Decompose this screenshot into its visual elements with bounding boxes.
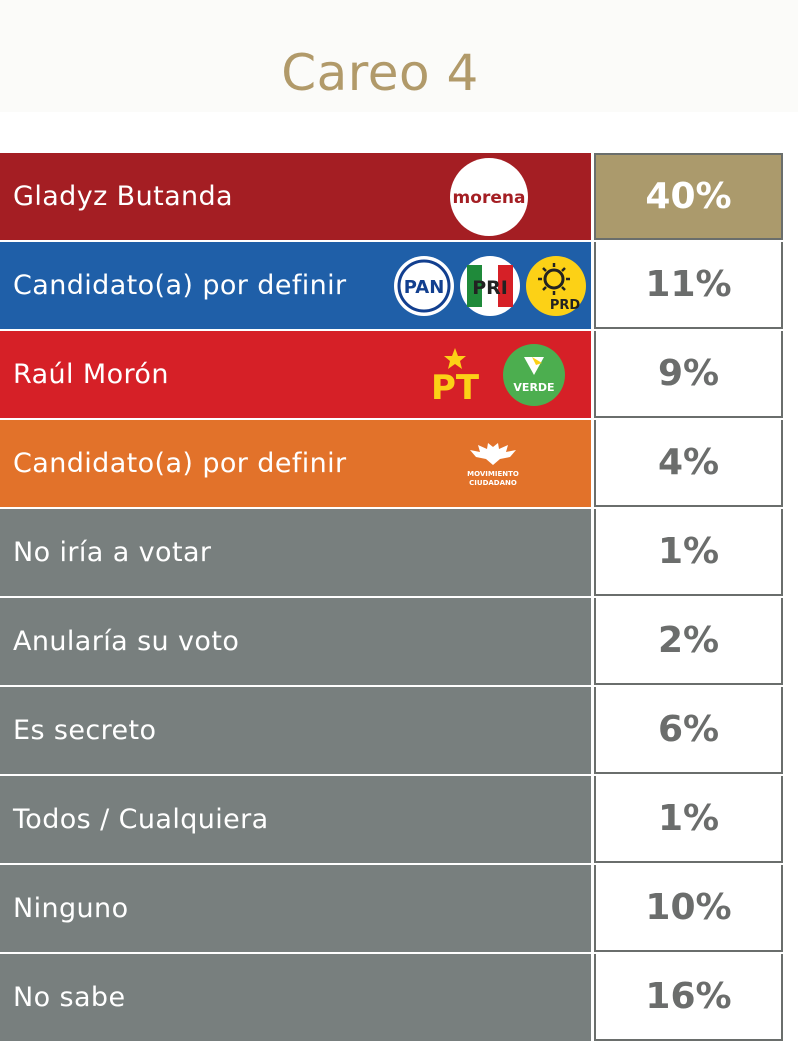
mc-logo-text-1: MOVIMIENTO bbox=[467, 470, 519, 478]
row-label-cell: Ninguno bbox=[0, 865, 591, 952]
party-logos: morena bbox=[447, 153, 531, 240]
row-label: Ninguno bbox=[13, 893, 129, 924]
row-label: Candidato(a) por definir bbox=[13, 448, 347, 479]
table-row: Candidato(a) por definir MOVIMIENTO CIUD… bbox=[0, 420, 798, 507]
row-label: No iría a votar bbox=[13, 537, 212, 568]
row-label: Candidato(a) por definir bbox=[13, 270, 347, 301]
row-label-cell: Todos / Cualquiera bbox=[0, 776, 591, 863]
party-logos: PAN PRI PRD bbox=[393, 242, 587, 329]
row-value: 1% bbox=[594, 509, 783, 596]
row-label: Anularía su voto bbox=[13, 626, 240, 657]
verde-logo-text: VERDE bbox=[513, 381, 554, 394]
party-logos: MOVIMIENTO CIUDADANO bbox=[460, 420, 526, 507]
movimiento-ciudadano-logo-icon: MOVIMIENTO CIUDADANO bbox=[467, 442, 519, 487]
morena-logo-icon: morena bbox=[450, 157, 528, 236]
row-label-cell: No iría a votar bbox=[0, 509, 591, 596]
table-row: Candidato(a) por definir PAN PRI bbox=[0, 242, 798, 329]
row-label-cell: Anularía su voto bbox=[0, 598, 591, 685]
title-band bbox=[0, 0, 798, 112]
pan-logo-text: PAN bbox=[404, 277, 445, 298]
row-label-cell: No sabe bbox=[0, 954, 591, 1041]
row-label: Raúl Morón bbox=[13, 359, 169, 390]
row-value: 2% bbox=[594, 598, 783, 685]
verde-logo-icon: VERDE bbox=[503, 343, 565, 406]
table-row: Raúl Morón PT VERDE 9% bbox=[0, 331, 798, 418]
table-row: Anularía su voto 2% bbox=[0, 598, 798, 685]
row-label: Es secreto bbox=[13, 715, 157, 746]
row-value: 6% bbox=[594, 687, 783, 774]
table-row: Es secreto 6% bbox=[0, 687, 798, 774]
table-row: No sabe 16% bbox=[0, 954, 798, 1041]
row-label: No sabe bbox=[13, 982, 126, 1013]
pt-logo-icon: PT bbox=[431, 347, 480, 406]
party-logos: PT VERDE bbox=[422, 331, 566, 418]
table-row: Todos / Cualquiera 1% bbox=[0, 776, 798, 863]
row-label: Gladyz Butanda bbox=[13, 181, 234, 212]
morena-logo-text: morena bbox=[453, 188, 526, 208]
pan-logo-icon: PAN bbox=[394, 255, 454, 316]
pri-logo-icon: PRI bbox=[460, 255, 520, 316]
row-value: 9% bbox=[594, 331, 783, 418]
table-row: No iría a votar 1% bbox=[0, 509, 798, 596]
row-value: 11% bbox=[594, 242, 783, 329]
row-value: 4% bbox=[594, 420, 783, 507]
row-value: 10% bbox=[594, 865, 783, 952]
row-label: Todos / Cualquiera bbox=[13, 804, 269, 835]
row-label-cell: Es secreto bbox=[0, 687, 591, 774]
mc-logo-text-2: CIUDADANO bbox=[469, 479, 517, 487]
row-value: 40% bbox=[594, 153, 783, 240]
pri-logo-text: PRI bbox=[472, 277, 508, 299]
prd-logo-icon: PRD bbox=[526, 255, 586, 316]
table-row: Ninguno 10% bbox=[0, 865, 798, 952]
row-value: 16% bbox=[594, 954, 783, 1041]
row-value: 1% bbox=[594, 776, 783, 863]
prd-logo-text: PRD bbox=[550, 298, 581, 313]
row-label-cell: Raúl Morón bbox=[0, 331, 591, 418]
table-row: Gladyz Butanda morena 40% bbox=[0, 153, 798, 240]
pt-logo-text: PT bbox=[431, 368, 480, 406]
chart-title: Careo 4 bbox=[281, 44, 479, 102]
